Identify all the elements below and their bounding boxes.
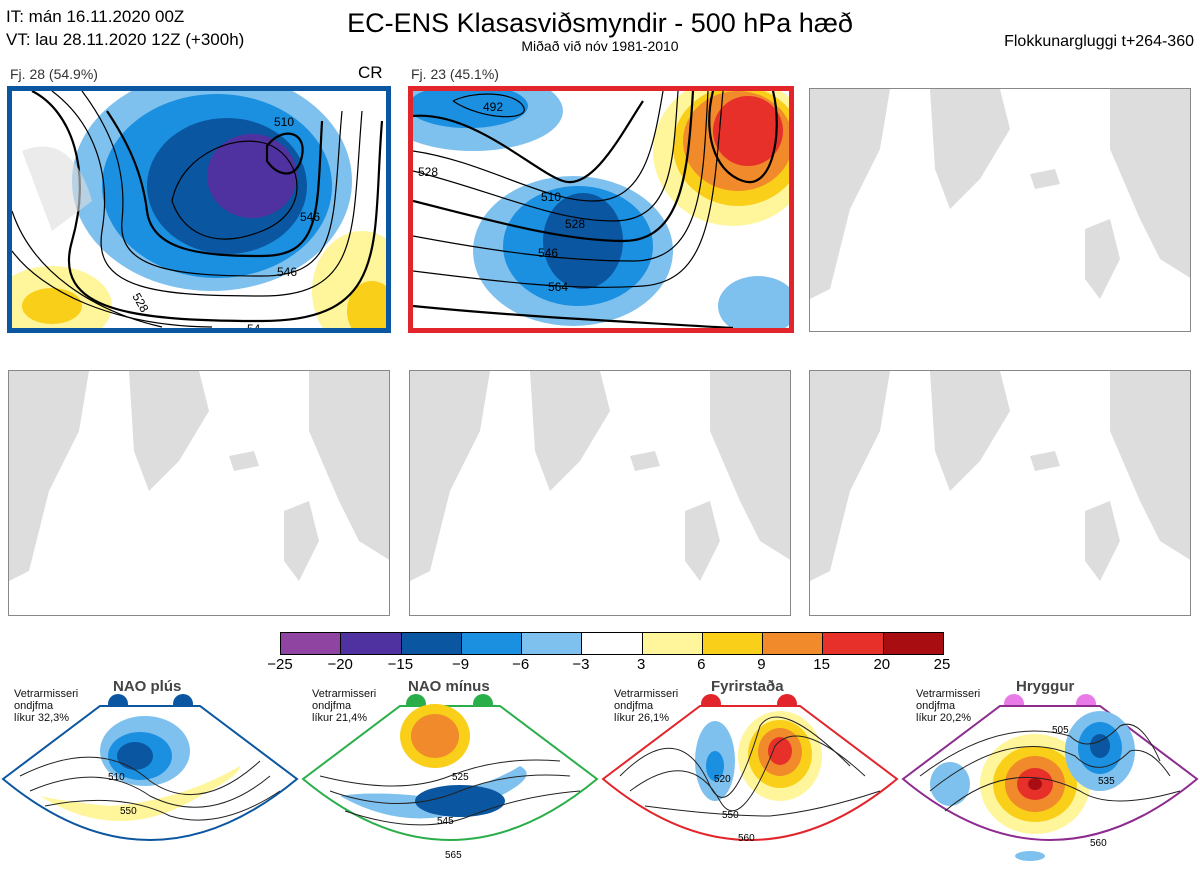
colorbar-tick: −25 — [267, 656, 293, 673]
valid-time: VT: lau 28.11.2020 12Z (+300h) — [6, 30, 245, 49]
colorbar-tick: 25 — [933, 656, 951, 673]
regime-contour-label: 520 — [714, 774, 731, 785]
colorbar-tick: 6 — [697, 656, 706, 673]
colorbar-segment — [642, 633, 703, 654]
regime-note: Vetrarmisseri ondjfma líkur 20,2% — [916, 688, 981, 724]
map-background — [810, 371, 1190, 581]
regime-contour-label: 510 — [108, 772, 125, 783]
colorbar-tick: −6 — [512, 656, 530, 673]
panel-1-contour-label: 510 — [274, 115, 294, 129]
regime-note: Vetrarmisseri ondjfma líkur 21,4% — [312, 688, 377, 724]
colorbar-labels: −25 −20 −15 −9 −6 −3 3 6 9 15 20 25 — [267, 656, 950, 674]
panel-2-contour-label: 528 — [565, 217, 585, 231]
cluster-map-2[interactable]: 492 510 528 546 564 528 — [408, 86, 794, 333]
regime-contour-label: 560 — [738, 833, 755, 844]
regime-ridge[interactable]: Vetrarmisseri ondjfma líkur 20,2% Hryggur … — [900, 676, 1200, 871]
regime-note: Vetrarmisseri ondjfma líkur 26,1% — [614, 688, 679, 724]
regime-title: Fyrirstaða — [711, 678, 784, 695]
panel-2-contour-label: 564 — [548, 280, 568, 294]
regime-title: NAO plús — [113, 678, 182, 695]
classification-window: Flokkunargluggi t+264-360 — [1004, 33, 1194, 50]
panel-1-tag: CR — [358, 63, 383, 82]
regime-title: NAO mínus — [408, 678, 490, 695]
cluster-map-1-graphic: 510 546 546 528 54 — [12, 91, 386, 328]
empty-map-6[interactable] — [809, 370, 1191, 616]
map-background — [410, 371, 790, 581]
colorbar-segment — [401, 633, 462, 654]
page-title: EC-ENS Klasasviðsmyndir - 500 hPa hæð — [347, 8, 853, 38]
panel-1-contour-label: 54 — [247, 322, 261, 328]
colorbar-tick: 9 — [757, 656, 766, 673]
panel-2-contour-label: 528 — [418, 165, 438, 179]
colorbar-segment — [763, 633, 824, 654]
panel-2-contour-label: 492 — [483, 100, 503, 114]
panel-2-contour-label: 510 — [541, 190, 561, 204]
regime-title: Hryggur — [1016, 678, 1075, 695]
regime-contour-label: 505 — [1052, 725, 1069, 736]
regime-blocking[interactable]: Vetrarmisseri ondjfma líkur 26,1% Fyrirsta… — [600, 676, 900, 871]
colorbar-segment — [702, 633, 764, 654]
colorbar-tick: −9 — [451, 656, 470, 673]
colorbar-segment — [823, 633, 884, 654]
regime-contour-label: 550 — [722, 810, 739, 821]
regime-contour-label: 535 — [1098, 776, 1115, 787]
colorbar-segment — [281, 633, 342, 654]
colorbar-tick: −15 — [387, 656, 414, 673]
regime-nao-minus-map: 525 545 565 — [301, 694, 599, 861]
panel-1-label: Fj. 28 (54.9%) — [10, 66, 98, 82]
regime-blocking-map: 520 550 560 — [601, 694, 899, 844]
colorbar-segment — [582, 633, 643, 654]
empty-map-4[interactable] — [8, 370, 390, 616]
regime-contour-label: 525 — [452, 772, 469, 783]
colorbar-segment — [341, 633, 402, 654]
colorbar-tick: −20 — [327, 656, 353, 673]
map-background — [810, 89, 1190, 299]
issue-time: IT: mán 16.11.2020 00Z — [6, 7, 185, 26]
regime-nao-minus[interactable]: Vetrarmisseri ondjfma líkur 21,4% NAO mínu… — [300, 676, 600, 871]
colorbar — [280, 632, 944, 655]
cluster-map-1[interactable]: 510 546 546 528 54 — [7, 86, 391, 333]
colorbar-tick: 3 — [636, 656, 646, 673]
colorbar-segment — [461, 633, 523, 654]
regime-nao-plus[interactable]: Vetrarmisseri ondjfma líkur 32,3% NAO plús… — [0, 676, 300, 871]
page-subtitle: Miðað við nóv 1981-2010 — [521, 38, 679, 54]
colorbar-segment — [883, 633, 943, 654]
colorbar-tick: −3 — [572, 656, 590, 673]
regime-contour-label: 550 — [120, 806, 137, 817]
cluster-map-2-graphic: 492 510 528 546 564 528 — [413, 91, 789, 328]
panel-1-contour-label: 546 — [277, 265, 297, 279]
colorbar-tick: 20 — [873, 656, 891, 673]
regime-ridge-map: 505 535 560 — [901, 694, 1199, 861]
regime-contour-label: 560 — [1090, 838, 1107, 849]
panel-1-contour-label: 546 — [300, 210, 320, 224]
empty-map-5[interactable] — [409, 370, 791, 616]
regime-contour-label: 565 — [445, 850, 462, 861]
regime-note: Vetrarmisseri ondjfma líkur 32,3% — [14, 688, 79, 724]
panel-2-contour-label: 546 — [538, 246, 558, 260]
regime-nao-plus-map: 510 550 — [1, 694, 299, 841]
empty-map-3[interactable] — [809, 88, 1191, 332]
regime-contour-label: 545 — [437, 816, 454, 827]
colorbar-segment — [522, 633, 583, 654]
map-background — [9, 371, 389, 581]
panel-2-label: Fj. 23 (45.1%) — [411, 66, 499, 82]
colorbar-tick: 15 — [813, 656, 830, 673]
